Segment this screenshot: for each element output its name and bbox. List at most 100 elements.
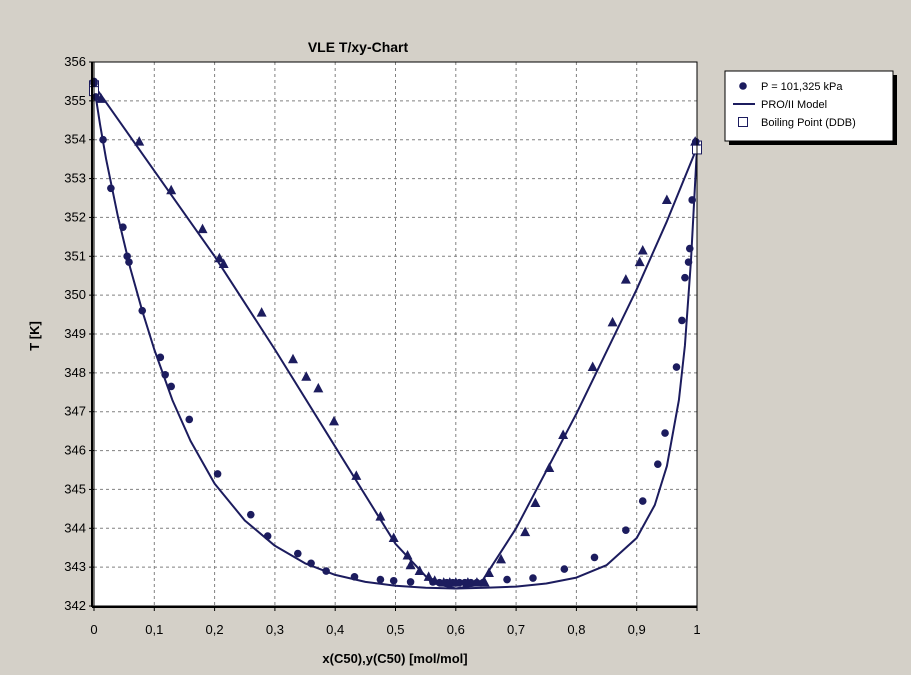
legend-square-marker [738,117,748,127]
x-tick-label: 0,1 [145,622,163,637]
liquid-data-point [622,526,630,535]
vapor-data-point [544,462,555,473]
x-tick-label: 0,7 [507,622,525,637]
liquid-data-point [389,576,398,585]
legend: P = 101,325 kPa PRO/II Model Boiling Poi… [724,70,897,145]
y-tick-label: 353 [64,171,86,186]
liquid-data-point [294,549,302,558]
vapor-data-point [388,532,399,542]
axis-ticks: 0 0,1 0,2 0,3 0,4 0,5 0,6 0,7 0,8 0,9 1 342 343 344 34… [64,54,700,637]
vapor-data-point [429,575,440,585]
y-tick-label: 344 [64,520,86,535]
y-tick-label: 356 [64,54,86,69]
x-tick-label: 0,8 [567,622,585,637]
liquid-data-point [654,460,662,468]
liquid-data-point [350,573,359,581]
vapor-data-point [414,565,425,576]
vapor-data-point [530,497,541,508]
vapor-data-point [375,511,386,521]
vapor-data-point [287,353,298,364]
y-tick-label: 343 [64,559,86,574]
liquid-data-point [125,258,133,266]
liquid-data-point [107,184,115,193]
liquid-data-point [678,316,686,325]
y-tick-label: 345 [64,481,86,496]
liquid-data-point [376,575,385,584]
liquid-data-point [161,371,169,379]
grid-lines [94,62,697,606]
liquid-data-point [322,567,330,575]
vapor-data-point [690,136,701,146]
vapor-data-point [450,577,461,587]
liquid-data-point [681,273,689,282]
liquid-data-point [185,415,194,424]
vapor-data-point [166,184,177,195]
vapor-data-point [301,371,312,381]
chart-title: VLE T/xy-Chart [308,39,409,55]
liquid-data-point [503,575,511,584]
liquid-data-point [156,353,165,362]
vapor-data-point [607,316,618,327]
liquid-data-point [529,574,537,582]
y-tick-label: 349 [64,326,86,341]
vapor-data-point [351,470,362,480]
liquid-data-point [406,578,415,586]
vapor-data-point [423,571,434,581]
liquid-data-point [99,135,107,144]
vapor-data-point [471,577,482,587]
legend-label-model: PRO/II Model [761,99,827,111]
vapor-data-point [634,256,645,267]
liquid-data-point [167,382,175,391]
liquid-data-point [138,306,147,315]
x-tick-label: 0,2 [206,622,224,637]
x-tick-label: 0,6 [447,622,465,637]
x-tick-label: 1 [693,622,700,637]
liquid-data-point [307,559,315,568]
vapor-data-point [558,429,569,440]
vapor-data-point [587,361,598,372]
liquid-data-point [590,553,599,562]
liquid-data-point [672,363,681,371]
liquid-data-point [661,429,669,437]
liquid-data-point [688,196,696,204]
y-tick-label: 350 [64,287,86,302]
x-tick-label: 0 [90,622,97,637]
y-tick-label: 348 [64,365,86,380]
vapor-data-point [496,553,507,564]
legend-label-experimental: P = 101,325 kPa [761,81,843,93]
y-tick-label: 342 [64,598,86,613]
liquid-data-point [246,510,255,519]
liquid-data-point [560,565,569,573]
y-tick-label: 354 [64,132,86,147]
x-tick-label: 0,9 [628,622,646,637]
vapor-data-point [313,382,324,393]
liquid-data-point [685,244,694,253]
liquid-data-point [119,223,127,231]
vapor-data-point [328,415,339,426]
x-tick-label: 0,4 [326,622,344,637]
vapor-data-point [637,244,648,255]
y-axis-label: T [K] [27,321,42,351]
vapor-data-point [405,559,416,570]
legend-circle-marker [739,82,747,90]
x-axis-label: x(C50),y(C50) [mol/mol] [322,651,467,666]
liquid-data-point [684,258,693,266]
vapor-data-point [218,258,229,269]
vapor-data-point [483,567,494,577]
vapor-data-point [620,274,631,284]
x-tick-label: 0,3 [266,622,284,637]
y-tick-label: 351 [64,248,86,263]
liquid-data-point [263,532,272,540]
vapor-data-point [96,93,107,103]
vapor-data-point [520,526,531,537]
legend-box [724,70,894,142]
y-tick-label: 352 [64,209,86,224]
liquid-data-point [213,470,222,478]
vapor-data-point [402,549,413,560]
y-tick-label: 347 [64,404,86,419]
vapor-data-point [214,252,225,263]
vapor-data-point [661,194,672,204]
data-markers [89,77,702,587]
